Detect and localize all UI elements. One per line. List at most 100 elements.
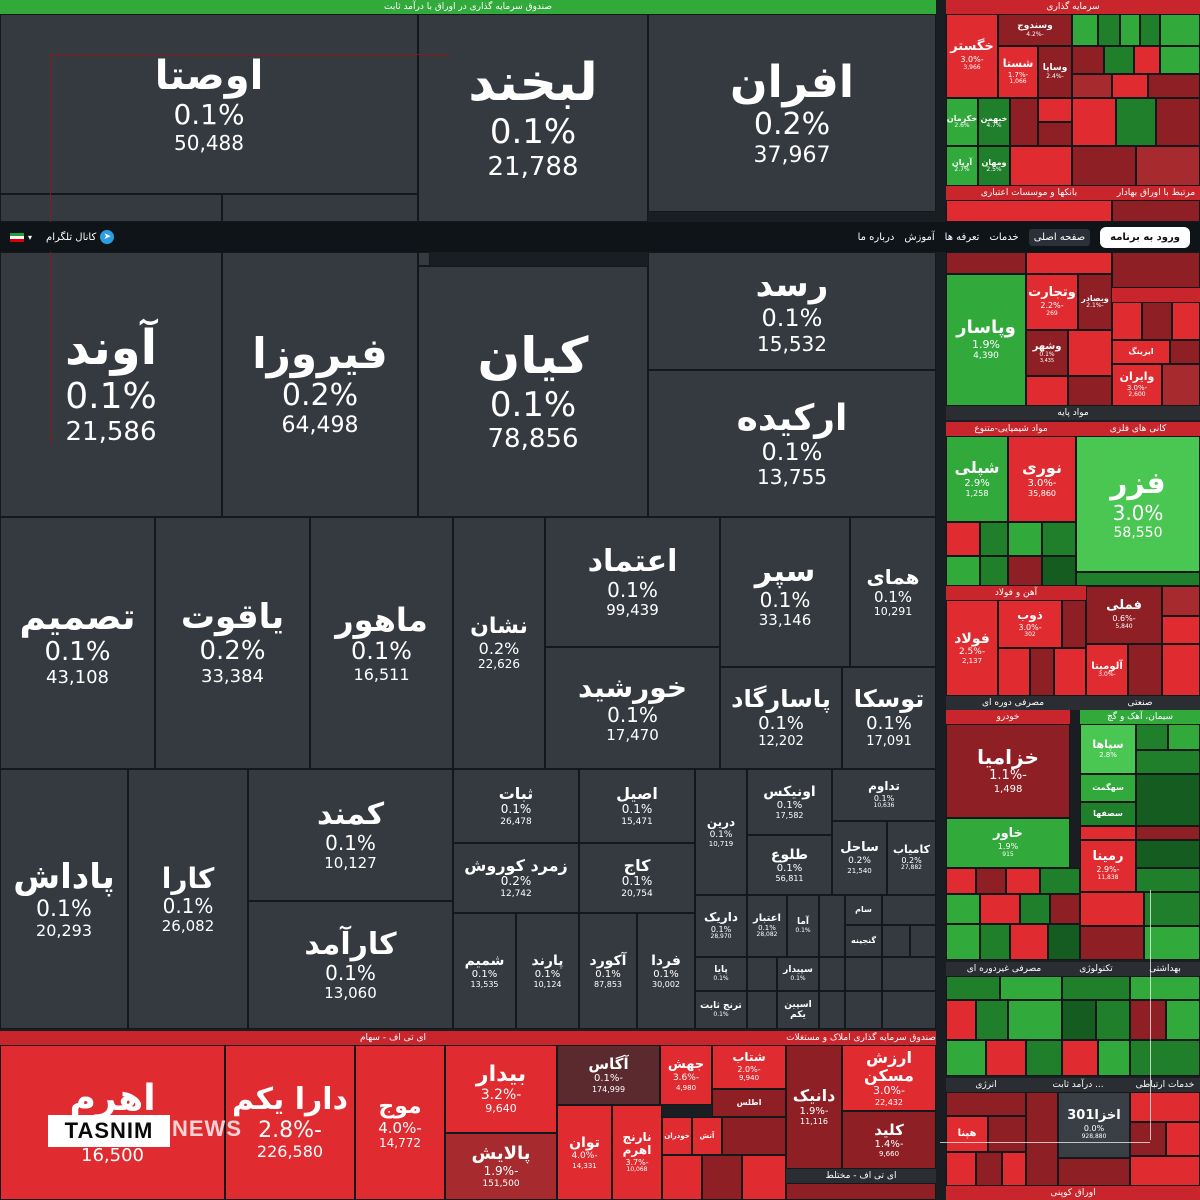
login-button[interactable]: ورود به برنامه bbox=[1100, 226, 1190, 248]
tile-small[interactable] bbox=[1068, 330, 1112, 376]
tile-parand[interactable]: پارند 0.1% 10,124 bbox=[516, 913, 579, 1029]
tile-small[interactable] bbox=[1072, 14, 1098, 46]
tile-small[interactable] bbox=[1062, 976, 1130, 1000]
tile-homay[interactable]: همای 0.1% 10,291 bbox=[850, 517, 936, 667]
tile-small[interactable] bbox=[1162, 644, 1200, 696]
tile-small[interactable] bbox=[882, 957, 936, 991]
tile-labkhand[interactable]: لبخند 0.1% 21,788 bbox=[418, 14, 648, 222]
tile-small[interactable] bbox=[1136, 750, 1200, 774]
tile-small[interactable] bbox=[882, 895, 936, 925]
tile-small[interactable] bbox=[1080, 892, 1144, 926]
tile-small[interactable] bbox=[1170, 340, 1200, 364]
tile-small[interactable] bbox=[988, 1116, 1026, 1152]
tile-khorshid[interactable]: خورشید 0.1% 17,470 bbox=[545, 647, 720, 769]
tile-small[interactable] bbox=[946, 1152, 976, 1186]
tile-small[interactable] bbox=[1136, 826, 1200, 840]
tile-small[interactable] bbox=[1000, 976, 1062, 1000]
tile-small[interactable] bbox=[1130, 1156, 1200, 1186]
tile-sasfahan[interactable]: سصفها bbox=[1080, 802, 1136, 826]
tile-small[interactable] bbox=[1172, 302, 1200, 340]
nav-services[interactable]: خدمات bbox=[989, 231, 1019, 243]
tile-small[interactable] bbox=[1134, 46, 1160, 74]
tile-darik[interactable]: داریک 0.1% 28,970 bbox=[695, 895, 747, 957]
tile-small[interactable] bbox=[819, 957, 845, 991]
tile-danik[interactable]: دانیک -1.9% 11,116 bbox=[786, 1045, 842, 1169]
tile-darin[interactable]: درین 0.1% 10,719 bbox=[695, 769, 747, 895]
tile-small[interactable] bbox=[1080, 926, 1144, 960]
tile-small[interactable] bbox=[986, 1040, 1026, 1076]
tile-noori[interactable]: نوری -3.0% 35,860 bbox=[1008, 436, 1076, 522]
nav-about[interactable]: درباره ما bbox=[857, 231, 895, 243]
tile-onix[interactable]: اونیکس 0.1% 17,582 bbox=[747, 769, 832, 835]
tile-small[interactable] bbox=[980, 894, 1020, 924]
tile-small[interactable] bbox=[1098, 14, 1120, 46]
tile-small[interactable] bbox=[1002, 1152, 1026, 1186]
tile-espin[interactable]: اسپین یکم bbox=[777, 991, 819, 1029]
tile-ganjineh[interactable]: گنجینه bbox=[845, 925, 882, 957]
tile-small[interactable] bbox=[1104, 46, 1134, 74]
tile-tavan[interactable]: توان -4.0% 14,331 bbox=[557, 1105, 612, 1200]
tile-small[interactable] bbox=[1058, 1158, 1130, 1186]
tile-fameli[interactable]: فملی -0.6% 5,840 bbox=[1086, 586, 1162, 644]
tile-jahesh[interactable]: جهش -3.6% 4,980 bbox=[660, 1045, 712, 1105]
tile-aryan[interactable]: آریان 2.7% bbox=[946, 146, 978, 186]
tile-kaj[interactable]: کاج 0.1% 20,754 bbox=[579, 843, 695, 913]
tile-sahekmat[interactable]: سهگمت bbox=[1080, 774, 1136, 802]
tile-zob[interactable]: ذوب -3.0% 302 bbox=[998, 600, 1062, 648]
nav-home[interactable]: صفحه اصلی bbox=[1028, 228, 1091, 246]
nav-pricing[interactable]: تعرفه ها bbox=[944, 231, 980, 243]
tile-small[interactable] bbox=[747, 991, 777, 1029]
tile-khavar[interactable]: خاور 1.9% 915 bbox=[946, 818, 1070, 868]
iran-flag-icon[interactable] bbox=[10, 232, 24, 242]
tile-hibna[interactable]: هپنا bbox=[946, 1116, 988, 1152]
tile-sam[interactable]: سام bbox=[845, 895, 882, 925]
tile-atash[interactable]: آتش bbox=[692, 1117, 722, 1155]
tile-toranj[interactable]: ترنج ثابت 0.1% bbox=[695, 991, 747, 1029]
tile-small[interactable] bbox=[1140, 14, 1160, 46]
tile-small[interactable] bbox=[1162, 586, 1200, 616]
tile-small[interactable] bbox=[1144, 892, 1200, 926]
tile-firouza[interactable]: فیروزا 0.2% 64,498 bbox=[222, 252, 418, 517]
tile-small[interactable] bbox=[1026, 1092, 1058, 1186]
tile-vesapahr[interactable]: وبصادر -2.1% bbox=[1078, 274, 1112, 330]
tile-small[interactable] bbox=[1008, 1000, 1062, 1040]
tile-small[interactable] bbox=[1030, 648, 1054, 696]
tile-shetab[interactable]: شتاب -2.0% 9,940 bbox=[712, 1045, 786, 1089]
tile-small[interactable] bbox=[1144, 926, 1200, 960]
tile-small[interactable] bbox=[1096, 1000, 1130, 1040]
tile-small[interactable] bbox=[1142, 302, 1172, 340]
tile-naranj[interactable]: نارنج اهرم -3.7% 10,068 bbox=[612, 1105, 662, 1200]
tile-small[interactable] bbox=[946, 894, 980, 924]
tile-arzesh[interactable]: ارزش مسکن -3.0% 22,432 bbox=[842, 1045, 936, 1111]
tile-small[interactable] bbox=[1038, 122, 1072, 146]
tile-small[interactable] bbox=[946, 868, 976, 894]
tile-vshahr[interactable]: وشهر 0.1% 3,435 bbox=[1026, 330, 1068, 376]
tile-fezar[interactable]: فزر 3.0% 58,550 bbox=[1076, 436, 1200, 572]
tile-small[interactable] bbox=[1136, 724, 1168, 750]
tile-small[interactable] bbox=[882, 925, 910, 957]
nav-education[interactable]: آموزش bbox=[904, 231, 935, 243]
tile-small[interactable] bbox=[1130, 1092, 1200, 1122]
tile-small[interactable] bbox=[786, 1183, 936, 1200]
tile-small[interactable] bbox=[702, 1155, 742, 1200]
tile-neshan[interactable]: نشان 0.2% 22,626 bbox=[453, 517, 545, 769]
tile-small[interactable] bbox=[1148, 74, 1200, 98]
tile-small[interactable] bbox=[1006, 868, 1040, 894]
tile-avand[interactable]: آوند 0.1% 21,586 bbox=[0, 252, 222, 517]
tile-small[interactable] bbox=[1156, 98, 1200, 146]
tile-small[interactable] bbox=[1162, 616, 1200, 644]
tile-small[interactable] bbox=[1166, 1000, 1200, 1040]
tile-small[interactable] bbox=[1130, 1040, 1200, 1076]
tile-zomorod[interactable]: زمرد کوروش 0.2% 12,742 bbox=[453, 843, 579, 913]
tile-small[interactable] bbox=[1162, 364, 1200, 406]
tile-karamad[interactable]: کارآمد 0.1% 13,060 bbox=[248, 901, 453, 1029]
tile-vemehan[interactable]: ومهان 2.5% bbox=[978, 146, 1010, 186]
tile-small[interactable] bbox=[1112, 252, 1200, 288]
tile-small[interactable] bbox=[1136, 146, 1200, 186]
tile-orkideh[interactable]: ارکیده 0.1% 13,755 bbox=[648, 370, 936, 517]
tile-alomina[interactable]: آلومینا -3.0% bbox=[1086, 644, 1128, 696]
tile-small[interactable] bbox=[1160, 46, 1200, 74]
tile-small[interactable] bbox=[946, 556, 980, 586]
tile-small[interactable] bbox=[1098, 1040, 1130, 1076]
tile-small[interactable] bbox=[980, 556, 1008, 586]
